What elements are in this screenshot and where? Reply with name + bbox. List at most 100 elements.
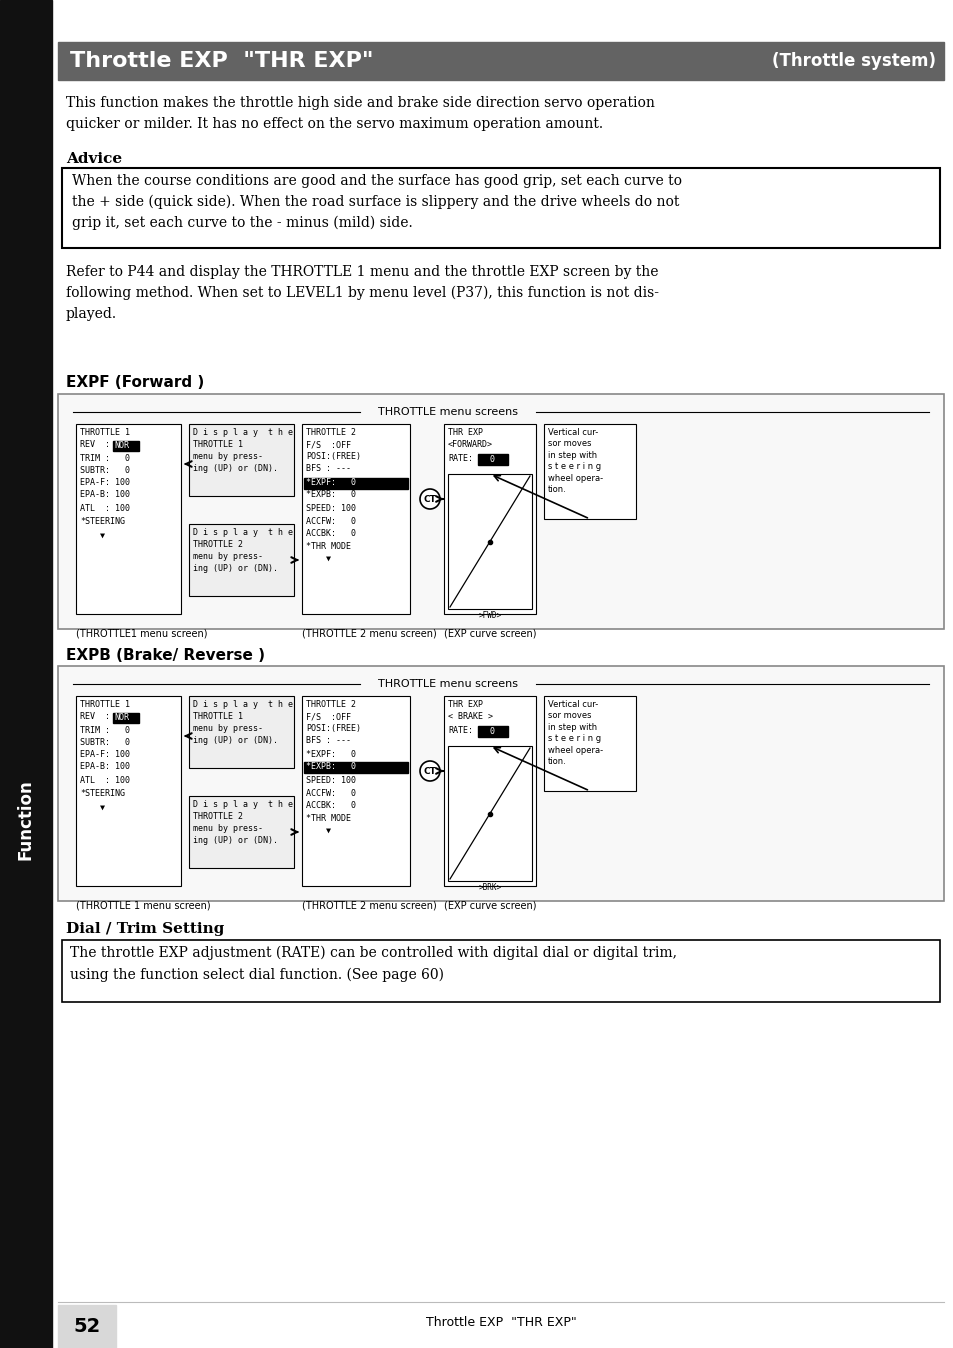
Bar bbox=[477, 727, 507, 737]
Text: >BRK>: >BRK> bbox=[478, 883, 501, 892]
Text: Function: Function bbox=[17, 779, 35, 860]
Text: When the course conditions are good and the surface has good grip, set each curv: When the course conditions are good and … bbox=[71, 174, 681, 231]
Text: EPA-B: 100: EPA-B: 100 bbox=[80, 762, 130, 771]
Text: RATE:: RATE: bbox=[448, 454, 473, 462]
Bar bbox=[543, 425, 636, 519]
Text: *EXPB:   0: *EXPB: 0 bbox=[306, 762, 355, 771]
Text: REV  :: REV : bbox=[80, 439, 110, 449]
Text: *THR MODE: *THR MODE bbox=[306, 814, 351, 824]
Bar bbox=[448, 474, 532, 609]
Text: SPEED: 100: SPEED: 100 bbox=[306, 776, 355, 785]
Circle shape bbox=[419, 489, 439, 510]
Text: TRIM :   0: TRIM : 0 bbox=[80, 727, 130, 735]
Text: RATE:: RATE: bbox=[448, 727, 473, 735]
Text: *STEERING: *STEERING bbox=[80, 518, 125, 526]
Text: <FORWARD>: <FORWARD> bbox=[448, 439, 493, 449]
Text: (THROTTLE1 menu screen): (THROTTLE1 menu screen) bbox=[76, 628, 208, 638]
Text: EPA-F: 100: EPA-F: 100 bbox=[80, 749, 130, 759]
Text: ▼: ▼ bbox=[306, 826, 331, 834]
Text: SUBTR:   0: SUBTR: 0 bbox=[80, 466, 130, 474]
Text: EXPF (Forward ): EXPF (Forward ) bbox=[66, 375, 204, 390]
Text: CT: CT bbox=[423, 767, 436, 775]
Text: (Throttle system): (Throttle system) bbox=[771, 53, 935, 70]
Text: SPEED: 100: SPEED: 100 bbox=[306, 504, 355, 514]
Text: THROTTLE 1: THROTTLE 1 bbox=[80, 700, 130, 709]
Text: THR EXP: THR EXP bbox=[448, 429, 482, 437]
Text: D i s p l a y  t h e
THROTTLE 1
menu by press-
ing (UP) or (DN).: D i s p l a y t h e THROTTLE 1 menu by p… bbox=[193, 429, 293, 473]
Text: THROTTLE menu screens: THROTTLE menu screens bbox=[377, 679, 517, 689]
Text: BFS : ---: BFS : --- bbox=[306, 736, 351, 745]
Bar bbox=[0, 0, 52, 1348]
Text: D i s p l a y  t h e
THROTTLE 2
menu by press-
ing (UP) or (DN).: D i s p l a y t h e THROTTLE 2 menu by p… bbox=[193, 799, 293, 845]
Text: *EXPF:   0: *EXPF: 0 bbox=[306, 479, 355, 487]
Text: REV  :: REV : bbox=[80, 712, 110, 721]
Bar bbox=[304, 479, 408, 489]
Text: This function makes the throttle high side and brake side direction servo operat: This function makes the throttle high si… bbox=[66, 96, 654, 131]
Text: POSI:(FREE): POSI:(FREE) bbox=[306, 724, 360, 733]
Text: D i s p l a y  t h e
THROTTLE 1
menu by press-
ing (UP) or (DN).: D i s p l a y t h e THROTTLE 1 menu by p… bbox=[193, 700, 293, 745]
Text: *THR MODE: *THR MODE bbox=[306, 542, 351, 551]
Bar bbox=[58, 42, 943, 80]
Bar bbox=[477, 454, 507, 465]
Text: ACCFW:   0: ACCFW: 0 bbox=[306, 518, 355, 526]
Text: 52: 52 bbox=[73, 1317, 100, 1336]
Text: THR EXP: THR EXP bbox=[448, 700, 482, 709]
Text: THROTTLE 2: THROTTLE 2 bbox=[306, 429, 355, 437]
Text: POSI:(FREE): POSI:(FREE) bbox=[306, 452, 360, 461]
Text: D i s p l a y  t h e
THROTTLE 2
menu by press-
ing (UP) or (DN).: D i s p l a y t h e THROTTLE 2 menu by p… bbox=[193, 528, 293, 573]
Text: CT: CT bbox=[423, 495, 436, 504]
Text: THROTTLE 2: THROTTLE 2 bbox=[306, 700, 355, 709]
Text: Advice: Advice bbox=[66, 152, 122, 166]
Bar bbox=[76, 425, 181, 613]
Text: ACCBK:   0: ACCBK: 0 bbox=[306, 528, 355, 538]
Bar bbox=[58, 394, 943, 630]
Text: EPA-B: 100: EPA-B: 100 bbox=[80, 491, 130, 499]
Text: THROTTLE 1: THROTTLE 1 bbox=[80, 429, 130, 437]
Text: Vertical cur-
sor moves
in step with
s t e e r i n g
wheel opera-
tion.: Vertical cur- sor moves in step with s t… bbox=[547, 429, 602, 495]
Text: (EXP curve screen): (EXP curve screen) bbox=[443, 628, 536, 638]
Text: EXPB (Brake/ Reverse ): EXPB (Brake/ Reverse ) bbox=[66, 648, 265, 663]
Text: ▼: ▼ bbox=[80, 531, 105, 541]
Bar bbox=[302, 425, 410, 613]
Text: ▼: ▼ bbox=[306, 554, 331, 563]
Bar bbox=[58, 666, 943, 900]
Text: BFS : ---: BFS : --- bbox=[306, 464, 351, 473]
Text: *STEERING: *STEERING bbox=[80, 789, 125, 798]
Text: >FWD>: >FWD> bbox=[478, 611, 501, 620]
Bar bbox=[112, 713, 139, 723]
Bar bbox=[112, 441, 139, 452]
Text: SUBTR:   0: SUBTR: 0 bbox=[80, 737, 130, 747]
Text: 0: 0 bbox=[479, 456, 495, 464]
Text: (THROTTLE 2 menu screen): (THROTTLE 2 menu screen) bbox=[302, 900, 436, 910]
Text: *EXPF:   0: *EXPF: 0 bbox=[306, 749, 355, 759]
Bar bbox=[189, 696, 294, 768]
Text: NOR: NOR bbox=[113, 713, 129, 723]
Bar bbox=[448, 745, 532, 882]
Circle shape bbox=[419, 762, 439, 780]
Bar bbox=[76, 696, 181, 886]
Bar bbox=[62, 940, 939, 1002]
Text: Throttle EXP  "THR EXP": Throttle EXP "THR EXP" bbox=[425, 1316, 576, 1329]
Text: Throttle EXP  "THR EXP": Throttle EXP "THR EXP" bbox=[70, 51, 374, 71]
Text: F/S  :OFF: F/S :OFF bbox=[306, 439, 351, 449]
Bar bbox=[304, 762, 408, 772]
Bar bbox=[189, 797, 294, 868]
Text: Dial / Trim Setting: Dial / Trim Setting bbox=[66, 922, 224, 936]
Text: ACCBK:   0: ACCBK: 0 bbox=[306, 801, 355, 810]
Text: ▼: ▼ bbox=[80, 803, 105, 811]
Text: ATL  : 100: ATL : 100 bbox=[80, 776, 130, 785]
Bar bbox=[189, 524, 294, 596]
Text: 0: 0 bbox=[479, 727, 495, 736]
Text: The throttle EXP adjustment (RATE) can be controlled with digital dial or digita: The throttle EXP adjustment (RATE) can b… bbox=[70, 946, 677, 981]
Text: TRIM :   0: TRIM : 0 bbox=[80, 454, 130, 462]
Text: ACCFW:   0: ACCFW: 0 bbox=[306, 789, 355, 798]
Text: (EXP curve screen): (EXP curve screen) bbox=[443, 900, 536, 910]
Text: ATL  : 100: ATL : 100 bbox=[80, 504, 130, 514]
Bar bbox=[443, 425, 536, 613]
Bar bbox=[543, 696, 636, 791]
Bar bbox=[302, 696, 410, 886]
Text: F/S  :OFF: F/S :OFF bbox=[306, 712, 351, 721]
Bar bbox=[58, 1305, 116, 1348]
Text: EPA-F: 100: EPA-F: 100 bbox=[80, 479, 130, 487]
Text: Vertical cur-
sor moves
in step with
s t e e r i n g
wheel opera-
tion.: Vertical cur- sor moves in step with s t… bbox=[547, 700, 602, 766]
